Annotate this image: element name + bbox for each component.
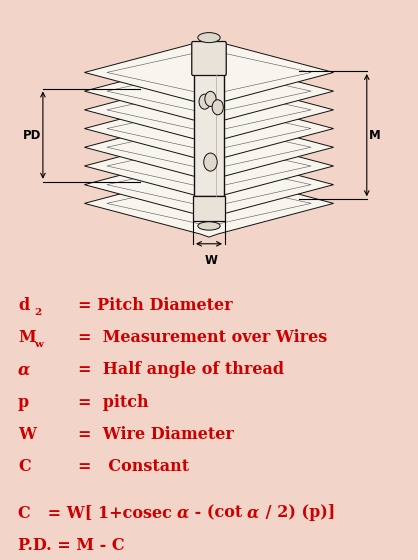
Text: w: w [34,340,43,349]
Ellipse shape [198,222,220,230]
Text: W: W [204,254,218,267]
Text: =   Constant: = Constant [78,458,189,475]
FancyBboxPatch shape [193,197,225,222]
Text: M: M [369,129,381,142]
Text: M: M [18,329,36,346]
Text: α: α [247,505,260,521]
Text: =  Wire Diameter: = Wire Diameter [78,426,234,443]
Polygon shape [84,114,334,181]
Circle shape [204,153,217,171]
Text: / 2) (p)]: / 2) (p)] [260,505,335,521]
Text: W: W [18,426,36,443]
Polygon shape [84,39,334,106]
Text: α: α [176,505,189,521]
Polygon shape [84,76,334,143]
FancyBboxPatch shape [192,41,226,76]
FancyBboxPatch shape [194,74,224,197]
Text: =  Half angle of thread: = Half angle of thread [78,361,284,378]
Text: α: α [18,361,31,378]
Text: = Pitch Diameter: = Pitch Diameter [78,297,233,314]
Polygon shape [84,170,334,237]
Text: - (cot: - (cot [189,505,247,521]
Circle shape [199,94,210,109]
Text: =  Measurement over Wires: = Measurement over Wires [78,329,327,346]
Text: C   = W[ 1+cosec: C = W[ 1+cosec [18,505,178,521]
Circle shape [205,91,216,106]
Ellipse shape [198,32,220,43]
Text: d: d [18,297,29,314]
Polygon shape [84,151,334,218]
Polygon shape [84,132,334,200]
Text: =  pitch: = pitch [78,394,149,410]
Text: P.D. = M - C: P.D. = M - C [18,536,125,554]
Text: 2: 2 [34,308,41,317]
Polygon shape [84,58,334,125]
Circle shape [212,100,223,115]
Text: C: C [18,458,31,475]
Text: p: p [18,394,29,410]
Text: PD: PD [23,129,41,142]
Polygon shape [84,95,334,162]
